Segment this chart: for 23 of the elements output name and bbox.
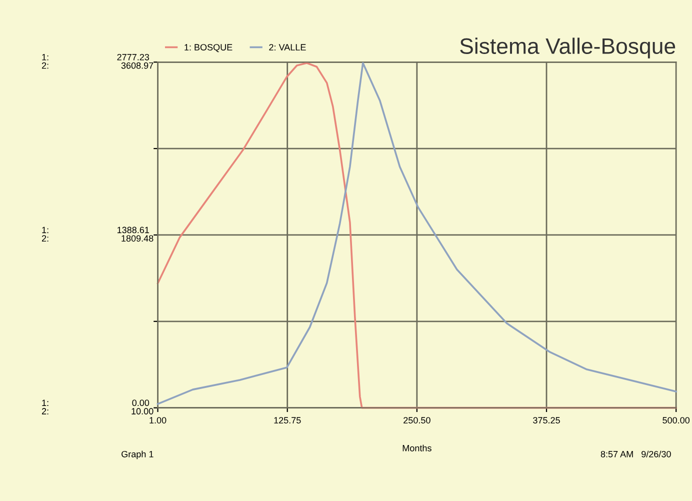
y2-tick-label: 1809.48 <box>122 235 154 242</box>
y-tick-label: 2777.23 <box>117 54 150 60</box>
y-tick-label: 0.00 <box>132 400 150 406</box>
caption: Graph 1 <box>122 450 154 460</box>
x-tick-label: 250.50 <box>404 417 430 424</box>
text: 8:57 AM 9/26/30 <box>600 450 671 458</box>
legend-label: 2: VALLE <box>269 44 306 50</box>
y2-tick-label: 10.00 <box>132 408 154 414</box>
text: 1: <box>42 400 48 406</box>
text: 2: <box>42 235 48 242</box>
x-tick-label: 375.25 <box>533 417 560 424</box>
y2-tick-label: 3608.97 <box>121 62 154 69</box>
x-tick-label: 1.00 <box>150 417 166 424</box>
x-tick-label: 125.75 <box>274 417 301 424</box>
chart-title: Sistema Valle-Bosque <box>460 38 676 58</box>
text: 1: <box>42 54 48 60</box>
x-axis-title: Months <box>402 444 432 452</box>
y-tick-label: 1388.61 <box>118 226 150 234</box>
text: 2: <box>42 408 48 414</box>
x-tick-label: 500.00 <box>662 417 690 424</box>
text: 2: <box>42 62 48 69</box>
text: 1: <box>42 226 48 234</box>
legend-label: 1: BOSQUE <box>184 44 232 52</box>
